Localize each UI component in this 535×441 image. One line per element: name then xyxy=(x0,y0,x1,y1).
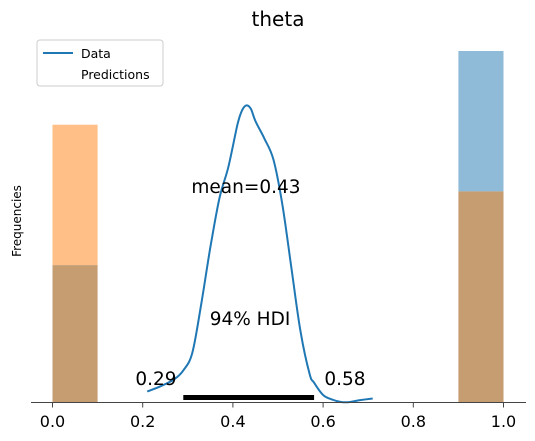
x-tick-label: 0.2 xyxy=(130,412,155,431)
hdi-upper-label: 0.58 xyxy=(324,369,365,390)
bar-overlap xyxy=(458,191,504,402)
histogram-bars xyxy=(52,51,504,402)
x-tick-label: 0.6 xyxy=(310,412,335,431)
legend-label-data: Data xyxy=(81,46,111,61)
y-axis-label: Frequencies xyxy=(10,185,24,257)
kde-layer xyxy=(146,104,373,404)
legend-box xyxy=(36,39,164,87)
x-tick-label: 0.4 xyxy=(220,412,245,431)
hdi-prob-label: 94% HDI xyxy=(210,309,291,330)
hdi-lower-label: 0.29 xyxy=(135,369,176,390)
chart-title: theta xyxy=(252,7,305,31)
legend: Data Predictions xyxy=(36,39,164,87)
mean-label: mean=0.43 xyxy=(191,177,300,198)
legend-label-predictions: Predictions xyxy=(81,67,150,82)
bar-predictions xyxy=(52,124,98,266)
kde-line xyxy=(146,104,373,404)
x-tick-label: 0.8 xyxy=(401,412,426,431)
bar-overlap xyxy=(52,265,98,402)
x-axis-ticks: 0.0 0.2 0.4 0.6 0.8 1.0 xyxy=(40,402,516,431)
bar-data xyxy=(458,51,504,192)
x-tick-label: 0.0 xyxy=(40,412,65,431)
x-tick-label: 1.0 xyxy=(491,412,516,431)
